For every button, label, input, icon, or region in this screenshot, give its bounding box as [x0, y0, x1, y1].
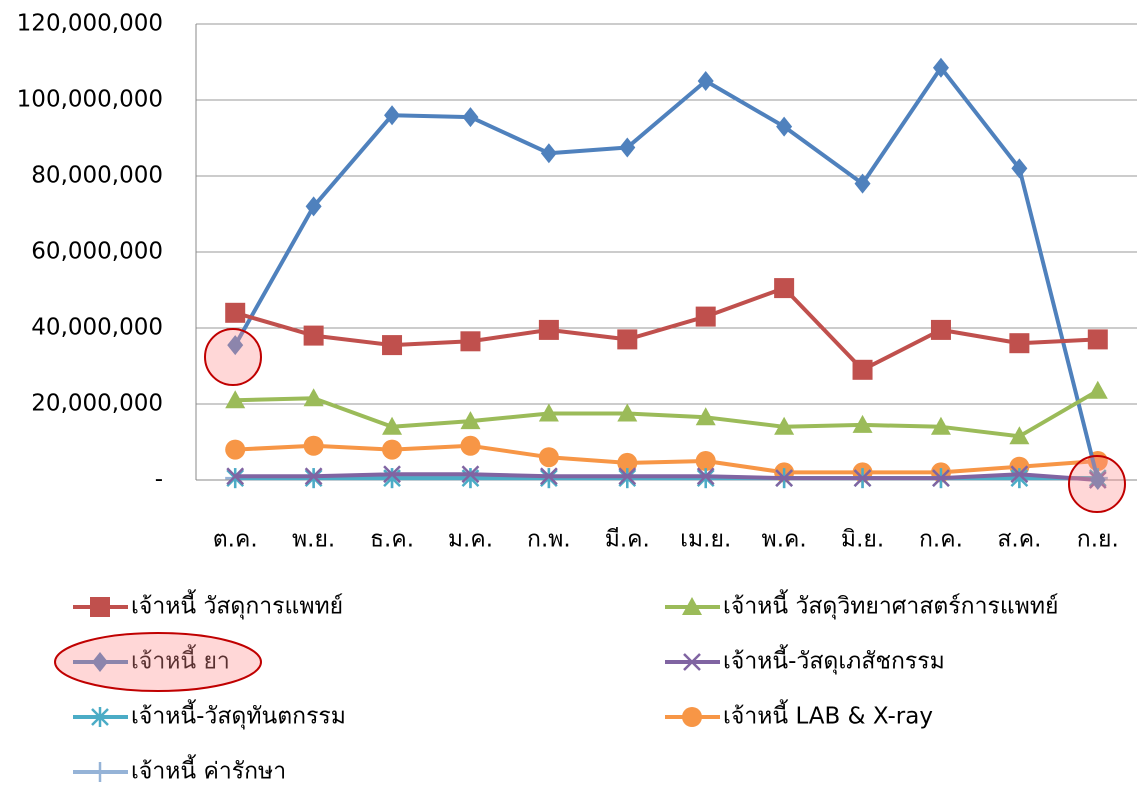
marker — [305, 196, 322, 217]
marker — [303, 388, 324, 407]
annotations — [54, 328, 1126, 692]
x-tick-label: พ.ค. — [762, 527, 807, 553]
marker — [1009, 426, 1030, 445]
x-tick-label: ธ.ค. — [370, 527, 414, 553]
marker — [930, 319, 951, 340]
marker — [617, 452, 638, 473]
x-tick-label: พ.ย. — [292, 527, 335, 553]
marker — [226, 467, 245, 486]
y-tick-label: 100,000,000 — [17, 87, 163, 113]
marker — [695, 306, 716, 327]
marker — [539, 467, 558, 486]
y-tick-label: 20,000,000 — [31, 391, 163, 417]
series-line — [235, 472, 1098, 482]
y-tick-label: 120,000,000 — [17, 11, 163, 37]
marker — [932, 57, 949, 78]
marker — [227, 335, 244, 356]
marker — [460, 331, 481, 352]
marker — [617, 329, 638, 350]
series-line — [235, 388, 1099, 439]
marker — [696, 467, 715, 486]
y-tick-label: 60,000,000 — [31, 239, 163, 265]
legend-label: เจ้าหนี้ วัสดุการแพทย์ — [131, 590, 343, 620]
marker — [774, 278, 795, 299]
y-tick-label: 80,000,000 — [31, 163, 163, 189]
marker — [382, 416, 403, 435]
marker — [382, 439, 403, 460]
marker — [774, 416, 795, 435]
marker — [225, 439, 246, 460]
x-tick-label: ม.ค. — [448, 527, 493, 553]
marker — [382, 335, 403, 356]
marker — [854, 173, 871, 194]
legend-marker — [91, 707, 109, 727]
marker — [619, 137, 636, 158]
marker — [225, 302, 246, 323]
marker — [383, 465, 401, 484]
y-tick-label: - — [155, 467, 163, 493]
marker — [1011, 158, 1028, 179]
marker — [1009, 333, 1030, 354]
marker — [538, 403, 559, 422]
marker — [538, 447, 559, 468]
legend-label: เจ้าหนี้ ยา — [131, 645, 230, 675]
x-tick-label: เม.ย. — [680, 527, 731, 553]
x-tick-label: ส.ค. — [997, 527, 1041, 553]
series-line — [234, 286, 1098, 372]
legend-label: เจ้าหนี้ ค่ารักษา — [131, 755, 286, 785]
legend-label: เจ้าหนี้ วัสดุวิทยาศาสตร์การแพทย์ — [723, 590, 1058, 620]
marker — [853, 469, 872, 487]
legend-label: เจ้าหนี้ LAB & X-ray — [723, 700, 933, 730]
x-tick-label: ต.ค. — [213, 527, 258, 553]
legend-marker — [90, 597, 110, 617]
marker — [617, 403, 638, 422]
x-tick-label: มี.ค. — [605, 527, 650, 553]
y-tick-label: 40,000,000 — [31, 315, 163, 341]
legend-marker — [90, 762, 110, 782]
marker — [1087, 329, 1108, 350]
x-tick-label: ก.พ. — [527, 527, 571, 553]
marker — [695, 407, 716, 426]
marker — [460, 411, 481, 430]
series-line — [233, 65, 1100, 481]
marker — [852, 359, 873, 380]
legend-label: เจ้าหนี้-วัสดุทันตกรรม — [131, 700, 346, 730]
highlight-ellipse — [54, 632, 262, 692]
highlight-circle — [204, 328, 262, 386]
legend-label: เจ้าหนี้-วัสดุเภสัชกรรม — [723, 645, 945, 675]
legend-marker — [682, 597, 702, 615]
marker — [462, 107, 479, 128]
marker — [303, 435, 324, 456]
legend-marker — [683, 653, 701, 671]
x-tick-label: ก.ย. — [1077, 527, 1119, 553]
legend-marker — [682, 707, 702, 727]
marker — [1087, 380, 1108, 399]
marker — [775, 469, 794, 487]
marker — [303, 325, 324, 346]
x-tick-label: มิ.ย. — [841, 527, 884, 553]
marker — [776, 116, 793, 137]
marker — [384, 105, 401, 126]
legend-marker — [92, 652, 108, 672]
x-tick-label: ก.ค. — [919, 527, 963, 553]
marker — [932, 469, 950, 487]
highlight-circle — [1068, 455, 1126, 513]
marker — [697, 71, 714, 91]
marker — [538, 319, 559, 340]
marker — [225, 390, 246, 409]
marker — [852, 414, 873, 433]
series-line — [235, 443, 1098, 475]
marker — [618, 467, 637, 486]
marker — [540, 143, 557, 164]
marker — [226, 468, 245, 489]
marker — [1089, 470, 1106, 490]
marker — [304, 467, 323, 486]
marker — [460, 435, 481, 456]
marker — [695, 451, 716, 471]
marker — [1010, 465, 1029, 484]
marker — [461, 465, 480, 484]
marker — [930, 416, 951, 435]
